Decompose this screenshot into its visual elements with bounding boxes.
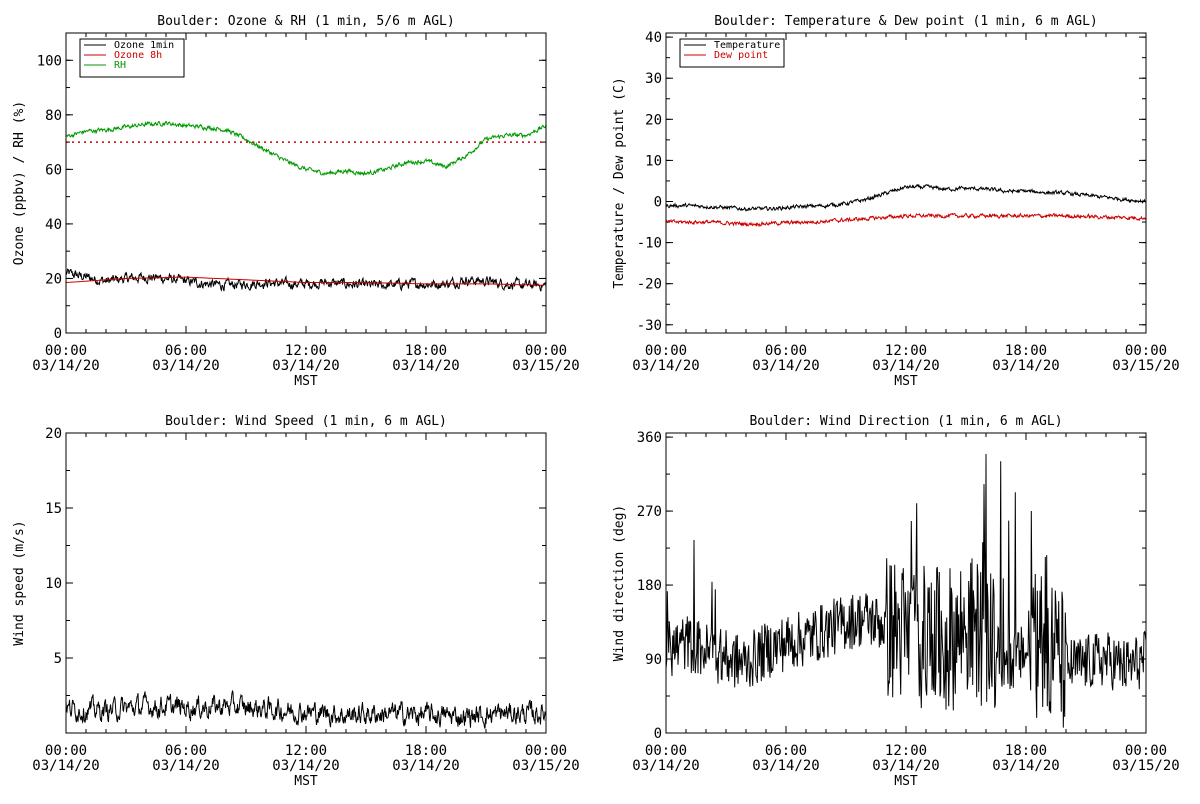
x-tick-date: 03/14/20 (392, 358, 459, 374)
y-tick-label: 100 (37, 53, 62, 69)
x-tick-time: 18:00 (405, 743, 447, 759)
y-tick-label: -10 (637, 236, 662, 252)
x-tick-date: 03/14/20 (152, 358, 219, 374)
x-tick-time: 00:00 (1125, 343, 1167, 359)
series-line-data (666, 453, 1146, 728)
x-tick-time: 00:00 (525, 743, 567, 759)
legend-label-ozone-1min: Ozone 1min (114, 40, 174, 51)
x-tick-time: 06:00 (765, 343, 807, 359)
legend-label-ozone-8h: Ozone 8h (114, 50, 162, 61)
chart-title: Boulder: Wind Direction (1 min, 6 m AGL) (749, 414, 1062, 429)
series-line-ozone-8h (66, 276, 544, 286)
x-tick-time: 06:00 (165, 743, 207, 759)
x-tick-time: 18:00 (1005, 343, 1047, 359)
y-tick-label: 20 (45, 271, 62, 287)
legend-label-temperature: Temperature (714, 40, 780, 51)
legend-label-dew-point: Dew point (714, 50, 768, 61)
series-line-temperature (666, 183, 1146, 212)
x-tick-time: 12:00 (285, 343, 327, 359)
x-tick-time: 00:00 (645, 743, 687, 759)
y-tick-label: 40 (645, 30, 662, 46)
y-axis-label: Wind speed (m/s) (12, 520, 27, 645)
series-line-rh (66, 120, 546, 177)
x-tick-date: 03/14/20 (32, 358, 99, 374)
ozone-rh-panel: Boulder: Ozone & RH (1 min, 5/6 m AGL) 0 2… (12, 14, 580, 389)
x-tick-time: 12:00 (885, 743, 927, 759)
x-tick-date: 03/14/20 (632, 358, 699, 374)
x-tick-date: 03/14/20 (392, 758, 459, 774)
y-tick-label: 5 (54, 651, 62, 667)
y-tick-label: 20 (645, 112, 662, 128)
wind-direction-panel: Boulder: Wind Direction (1 min, 6 m AGL)… (612, 414, 1180, 789)
y-tick-label: 15 (45, 501, 62, 517)
x-tick-date: 03/14/20 (752, 358, 819, 374)
x-tick-date: 03/15/20 (512, 758, 579, 774)
y-tick-label: 0 (654, 726, 662, 742)
y-tick-label: 60 (45, 162, 62, 178)
x-tick-time: 00:00 (645, 343, 687, 359)
x-tick-time: 18:00 (405, 343, 447, 359)
x-tick-date: 03/14/20 (272, 758, 339, 774)
x-tick-date: 03/15/20 (512, 358, 579, 374)
legend-box (679, 38, 785, 68)
y-tick-label: 40 (45, 217, 62, 233)
x-tick-time: 00:00 (1125, 743, 1167, 759)
x-axis-label: MST (894, 374, 918, 389)
legend-label-rh: RH (114, 60, 126, 71)
x-tick-time: 06:00 (165, 343, 207, 359)
x-tick-time: 00:00 (45, 343, 87, 359)
plot-frame (65, 432, 547, 734)
y-axis-label: Temperature / Dew point (C) (612, 77, 627, 288)
y-tick-label: 30 (645, 71, 662, 87)
x-axis-label: MST (294, 774, 318, 789)
y-tick-label: 10 (645, 153, 662, 169)
series-line-data (66, 689, 546, 729)
y-tick-label: 0 (54, 326, 62, 342)
x-tick-time: 06:00 (765, 743, 807, 759)
x-tick-date: 03/14/20 (872, 758, 939, 774)
temperature-dewpoint-panel: Boulder: Temperature & Dew point (1 min,… (612, 14, 1180, 389)
x-tick-date: 03/14/20 (872, 358, 939, 374)
x-tick-date: 03/14/20 (752, 758, 819, 774)
y-tick-label: 360 (637, 430, 662, 446)
y-tick-label: 0 (654, 194, 662, 210)
chart-title: Boulder: Wind Speed (1 min, 6 m AGL) (165, 414, 447, 429)
y-tick-label: 90 (645, 652, 662, 668)
y-tick-label: 20 (45, 426, 62, 442)
plot-frame (665, 32, 1147, 334)
plot-frame (65, 32, 547, 334)
y-tick-label: 80 (45, 108, 62, 124)
x-axis-label: MST (894, 774, 918, 789)
x-tick-time: 12:00 (285, 743, 327, 759)
y-axis-label: Ozone (ppbv) / RH (%) (12, 101, 27, 265)
y-tick-label: 270 (637, 504, 662, 520)
x-tick-time: 12:00 (885, 343, 927, 359)
x-tick-date: 03/14/20 (272, 358, 339, 374)
x-axis-label: MST (294, 374, 318, 389)
plot-frame (665, 432, 1147, 734)
x-tick-date: 03/14/20 (32, 758, 99, 774)
x-tick-time: 00:00 (525, 343, 567, 359)
x-tick-date: 03/14/20 (632, 758, 699, 774)
y-axis-label: Wind direction (deg) (612, 505, 627, 662)
x-tick-date: 03/14/20 (152, 758, 219, 774)
x-tick-time: 18:00 (1005, 743, 1047, 759)
y-tick-label: -30 (637, 318, 662, 334)
series-line-ozone-1min (66, 268, 546, 292)
x-tick-date: 03/14/20 (992, 758, 1059, 774)
series-line-dew-point (666, 212, 1146, 228)
y-tick-label: 10 (45, 576, 62, 592)
x-tick-date: 03/15/20 (1112, 758, 1179, 774)
y-tick-label: -20 (637, 277, 662, 293)
y-tick-label: 180 (637, 578, 662, 594)
x-tick-time: 00:00 (45, 743, 87, 759)
chart-title: Boulder: Ozone & RH (1 min, 5/6 m AGL) (157, 14, 454, 29)
wind-speed-panel: Boulder: Wind Speed (1 min, 6 m AGL) 5 10 1… (12, 414, 580, 789)
x-tick-date: 03/14/20 (992, 358, 1059, 374)
chart-title: Boulder: Temperature & Dew point (1 min,… (714, 14, 1098, 29)
x-tick-date: 03/15/20 (1112, 358, 1179, 374)
